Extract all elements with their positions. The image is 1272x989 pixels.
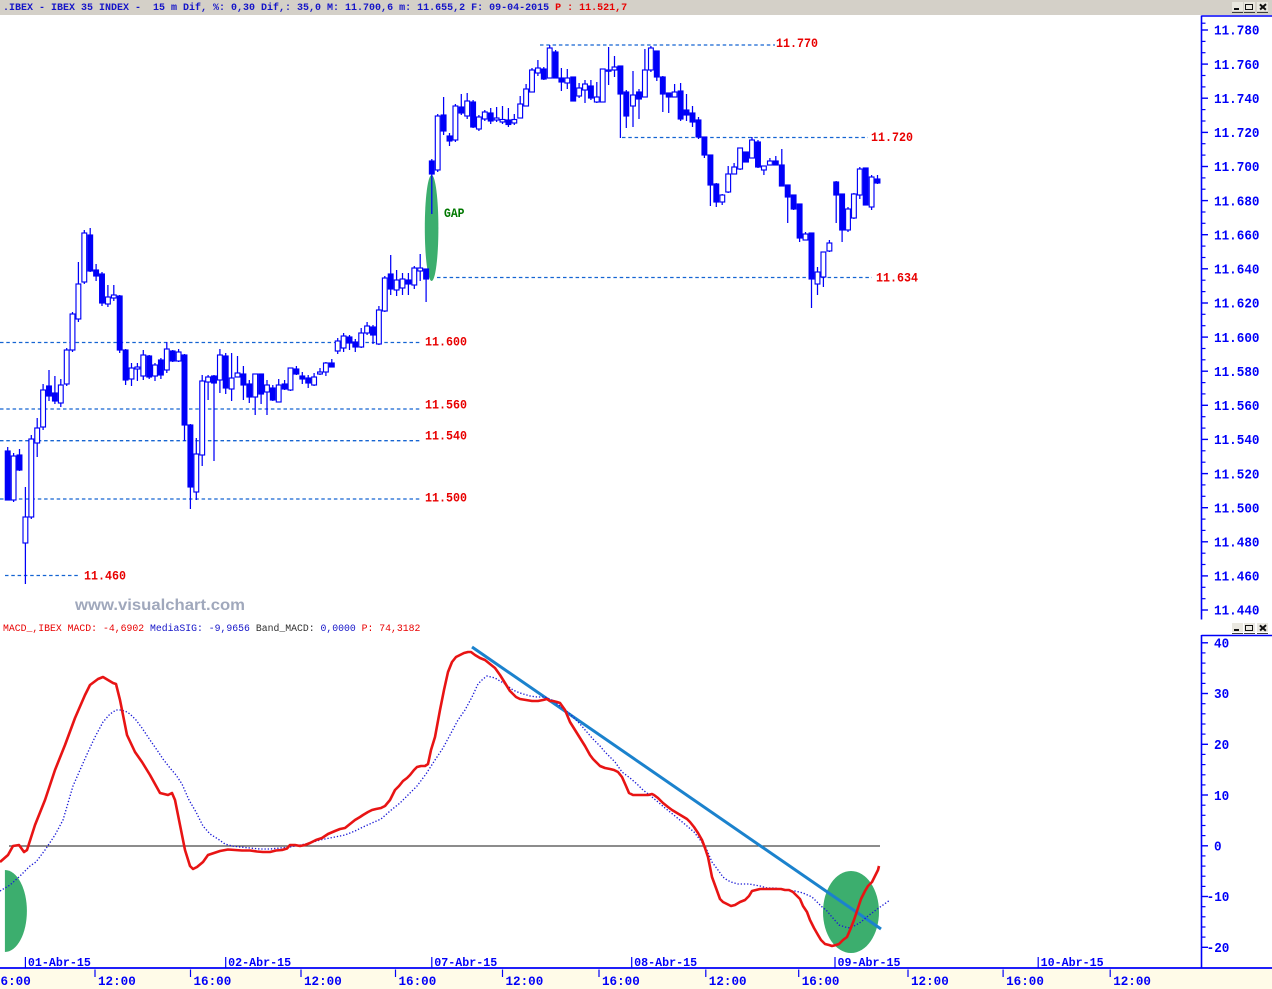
svg-text:11.720: 11.720: [1214, 127, 1260, 142]
svg-text:11.760: 11.760: [1214, 59, 1260, 74]
svg-text:MACD_,IBEX MACD: -4,6902 Media: MACD_,IBEX MACD: -4,6902 MediaSIG: -9,96…: [3, 623, 421, 634]
svg-text:12:00: 12:00: [709, 975, 747, 989]
svg-text:16:00: 16:00: [194, 975, 232, 989]
svg-text:11.620: 11.620: [1214, 298, 1260, 313]
svg-text:11.600: 11.600: [1214, 332, 1260, 347]
svg-text:11.740: 11.740: [1214, 93, 1260, 108]
svg-text:11.520: 11.520: [1214, 468, 1260, 483]
svg-text:-10: -10: [1207, 891, 1230, 906]
svg-text:11.640: 11.640: [1214, 264, 1260, 279]
svg-text:10-Abr-15: 10-Abr-15: [1041, 957, 1104, 970]
svg-text:12:00: 12:00: [304, 975, 342, 989]
svg-text:11.770: 11.770: [776, 36, 818, 51]
svg-text:-20: -20: [1207, 942, 1230, 957]
svg-text:07-Abr-15: 07-Abr-15: [434, 957, 497, 970]
svg-text:11.680: 11.680: [1214, 195, 1260, 210]
svg-text:11.700: 11.700: [1214, 161, 1260, 176]
svg-text:11.560: 11.560: [1214, 400, 1260, 415]
svg-text:16:00: 16:00: [602, 975, 640, 989]
svg-text:11.560: 11.560: [425, 397, 467, 412]
svg-text:11.460: 11.460: [84, 568, 126, 583]
svg-text:11.540: 11.540: [425, 428, 467, 443]
svg-text:11.480: 11.480: [1214, 537, 1260, 552]
svg-text:GAP: GAP: [444, 207, 465, 221]
svg-text:12:00: 12:00: [1113, 975, 1151, 989]
svg-text:11.540: 11.540: [1214, 434, 1260, 449]
svg-text:11.780: 11.780: [1214, 25, 1260, 40]
svg-text:11.440: 11.440: [1214, 605, 1260, 620]
svg-text:www.visualchart.com: www.visualchart.com: [74, 597, 245, 614]
svg-text:11.600: 11.600: [425, 334, 467, 349]
svg-text:11.660: 11.660: [1214, 229, 1260, 244]
svg-text:11.500: 11.500: [1214, 502, 1260, 517]
svg-text:16:00: 16:00: [399, 975, 437, 989]
svg-text:10: 10: [1214, 790, 1229, 805]
svg-text:12:00: 12:00: [506, 975, 544, 989]
svg-text:11.500: 11.500: [425, 490, 467, 505]
svg-text:08-Abr-15: 08-Abr-15: [634, 957, 697, 970]
svg-text:16:00: 16:00: [1006, 975, 1044, 989]
svg-text:11.580: 11.580: [1214, 366, 1260, 381]
svg-text:09-Abr-15: 09-Abr-15: [838, 957, 901, 970]
svg-text:01-Abr-15: 01-Abr-15: [28, 957, 91, 970]
svg-text:12:00: 12:00: [98, 975, 136, 989]
svg-text:16:00: 16:00: [0, 975, 31, 989]
svg-text:02-Abr-15: 02-Abr-15: [228, 957, 291, 970]
svg-text:0: 0: [1214, 841, 1222, 856]
svg-text:11.460: 11.460: [1214, 571, 1260, 586]
svg-text:11.634: 11.634: [876, 270, 918, 285]
svg-text:11.720: 11.720: [871, 130, 913, 145]
svg-text:40: 40: [1214, 638, 1229, 653]
svg-text:12:00: 12:00: [911, 975, 949, 989]
svg-text:30: 30: [1214, 688, 1229, 703]
svg-text:20: 20: [1214, 739, 1229, 754]
svg-text:16:00: 16:00: [802, 975, 840, 989]
